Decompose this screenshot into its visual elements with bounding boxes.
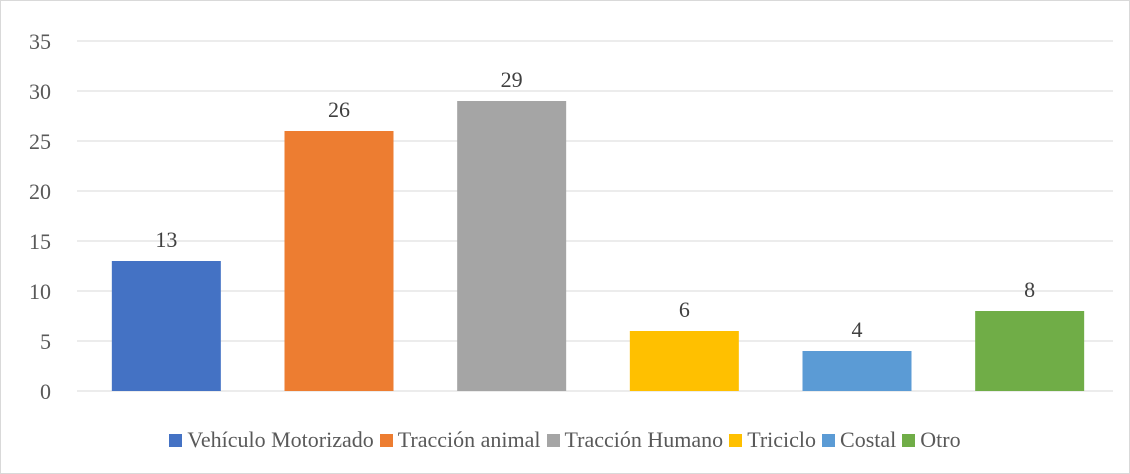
y-tick-label-15: 15 — [29, 229, 51, 254]
legend-swatch-5 — [902, 433, 916, 447]
chart-legend: Vehículo Motorizado Tracción animal Tracci… — [1, 427, 1129, 453]
bar-2 — [457, 101, 567, 391]
legend-swatch-2 — [546, 433, 560, 447]
legend-item-3: Triciclo — [729, 427, 816, 453]
bar-0 — [111, 261, 221, 391]
y-tick-label-25: 25 — [29, 129, 51, 154]
legend-label-5: Otro — [920, 427, 961, 452]
data-label-1: 26 — [328, 97, 350, 122]
y-tick-label-0: 0 — [40, 379, 51, 404]
y-tick-label-5: 5 — [40, 329, 51, 354]
bar-1 — [284, 131, 394, 391]
legend-swatch-0 — [169, 433, 183, 447]
legend-swatch-1 — [379, 433, 393, 447]
bar-5 — [975, 311, 1085, 391]
legend-item-2: Tracción Humano — [546, 427, 724, 453]
y-tick-label-10: 10 — [29, 279, 51, 304]
legend-item-5: Otro — [902, 427, 961, 453]
bar-3 — [629, 331, 739, 391]
legend-label-3: Triciclo — [747, 427, 817, 452]
y-tick-label-20: 20 — [29, 179, 51, 204]
legend-item-0: Vehículo Motorizado — [169, 427, 374, 453]
legend-swatch-4 — [822, 433, 836, 447]
data-label-4: 4 — [852, 317, 863, 342]
legend-label-4: Costal — [840, 427, 897, 452]
data-label-5: 8 — [1024, 277, 1035, 302]
legend-item-4: Costal — [822, 427, 896, 453]
data-label-3: 6 — [679, 297, 690, 322]
legend-swatch-3 — [729, 433, 743, 447]
y-tick-label-35: 35 — [29, 29, 51, 54]
data-label-0: 13 — [155, 227, 177, 252]
legend-label-0: Vehículo Motorizado — [187, 427, 374, 452]
legend-label-1: Tracción animal — [397, 427, 541, 452]
y-tick-label-30: 30 — [29, 79, 51, 104]
data-label-2: 29 — [501, 67, 523, 92]
bar-4 — [802, 351, 912, 391]
legend-item-1: Tracción animal — [379, 427, 541, 453]
legend-label-2: Tracción Humano — [564, 427, 724, 452]
bar-chart: 0 5 10 15 20 25 30 35 13 26 29 6 4 8 — [29, 29, 1113, 404]
